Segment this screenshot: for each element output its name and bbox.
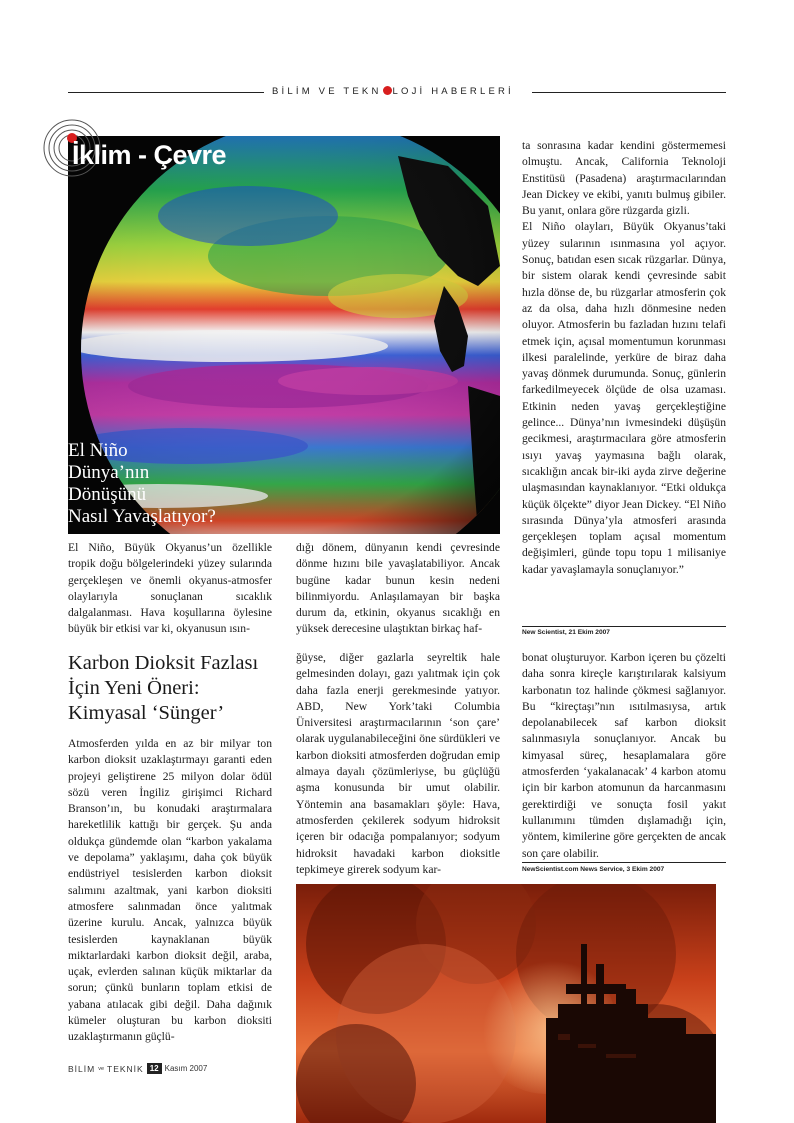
article1-title-line: Nasıl Yavaşlatıyor? [68, 506, 216, 527]
article2-title: Karbon Dioksit Fazlası İçin Yeni Öneri: … [68, 651, 258, 726]
header-o-dot-icon [382, 86, 392, 95]
article1-paragraph: El Niño olayları, Büyük Okyanus’taki yüz… [522, 220, 726, 576]
article2-column-1: Atmosferden yılda en az bir milyar ton k… [68, 736, 272, 1046]
section-title: İklim - Çevre [72, 140, 227, 170]
header-rule-right [532, 92, 726, 93]
article2-column-2: ğüyse, diğer gazlarla seyreltik hale gel… [296, 650, 500, 878]
article2-paragraph: bonat oluşturuyor. Karbon içeren bu çöze… [522, 651, 726, 860]
article1-source: New Scientist, 21 Ekim 2007 [522, 629, 610, 636]
article2-paragraph: Atmosferden yılda en az bir milyar ton k… [68, 737, 272, 1044]
article1-paragraph: ta sonrasına kadar kendini göstermemesi … [522, 139, 726, 218]
header-text-part2: LOJİ HABERLERİ [392, 86, 514, 97]
article1-column-2: dığı dönem, dünyanın kendi çevresinde dö… [296, 540, 500, 638]
footer-brand-right: TEKNİK [107, 1063, 144, 1074]
article2-source-rule [522, 862, 726, 863]
article1-column-3: ta sonrasına kadar kendini göstermemesi … [522, 138, 726, 578]
article2-source: NewScientist.com News Service, 3 Ekim 20… [522, 866, 665, 873]
running-header: BİLİM VE TEKN LOJİ HABERLERİ [272, 86, 532, 97]
article1-source-rule [522, 626, 726, 627]
article2-title-line: İçin Yeni Öneri: [68, 677, 200, 699]
industrial-smoke-photo [296, 884, 716, 1123]
issue-date: Kasım 2007 [164, 1064, 208, 1073]
article1-column-1: El Niño, Büyük Okyanus’un özellikle trop… [68, 540, 272, 638]
footer-brand-left: BİLİM [68, 1063, 96, 1074]
page-number: 12 [146, 1063, 162, 1074]
earth-el-nino-photo [68, 136, 500, 534]
article1-paragraph: dığı dönem, dünyanın kendi çevresinde dö… [296, 541, 500, 636]
article2-title-line: Karbon Dioksit Fazlası [68, 652, 259, 674]
article2-column-3: bonat oluşturuyor. Karbon içeren bu çöze… [522, 650, 726, 862]
article1-paragraph: El Niño, Büyük Okyanus’un özellikle trop… [68, 541, 272, 636]
header-text-part1: BİLİM VE TEKN [272, 86, 382, 97]
footer-brand-mid: ve [98, 1065, 105, 1072]
article2-paragraph: ğüyse, diğer gazlarla seyreltik hale gel… [296, 651, 500, 876]
section-rings-icon [42, 118, 102, 178]
header-rule-left [68, 92, 264, 93]
article1-title-line: Dünya’nın [68, 462, 150, 483]
article1-title: El Niño Dünya’nın Dönüşünü Nasıl Yavaşla… [68, 440, 216, 528]
article2-title-line: Kimyasal ‘Sünger’ [68, 702, 225, 724]
article1-title-line: Dönüşünü [68, 484, 147, 505]
article1-title-line: El Niño [68, 440, 128, 461]
page-footer: BİLİM ve TEKNİK 12 Kasım 2007 [68, 1063, 207, 1074]
